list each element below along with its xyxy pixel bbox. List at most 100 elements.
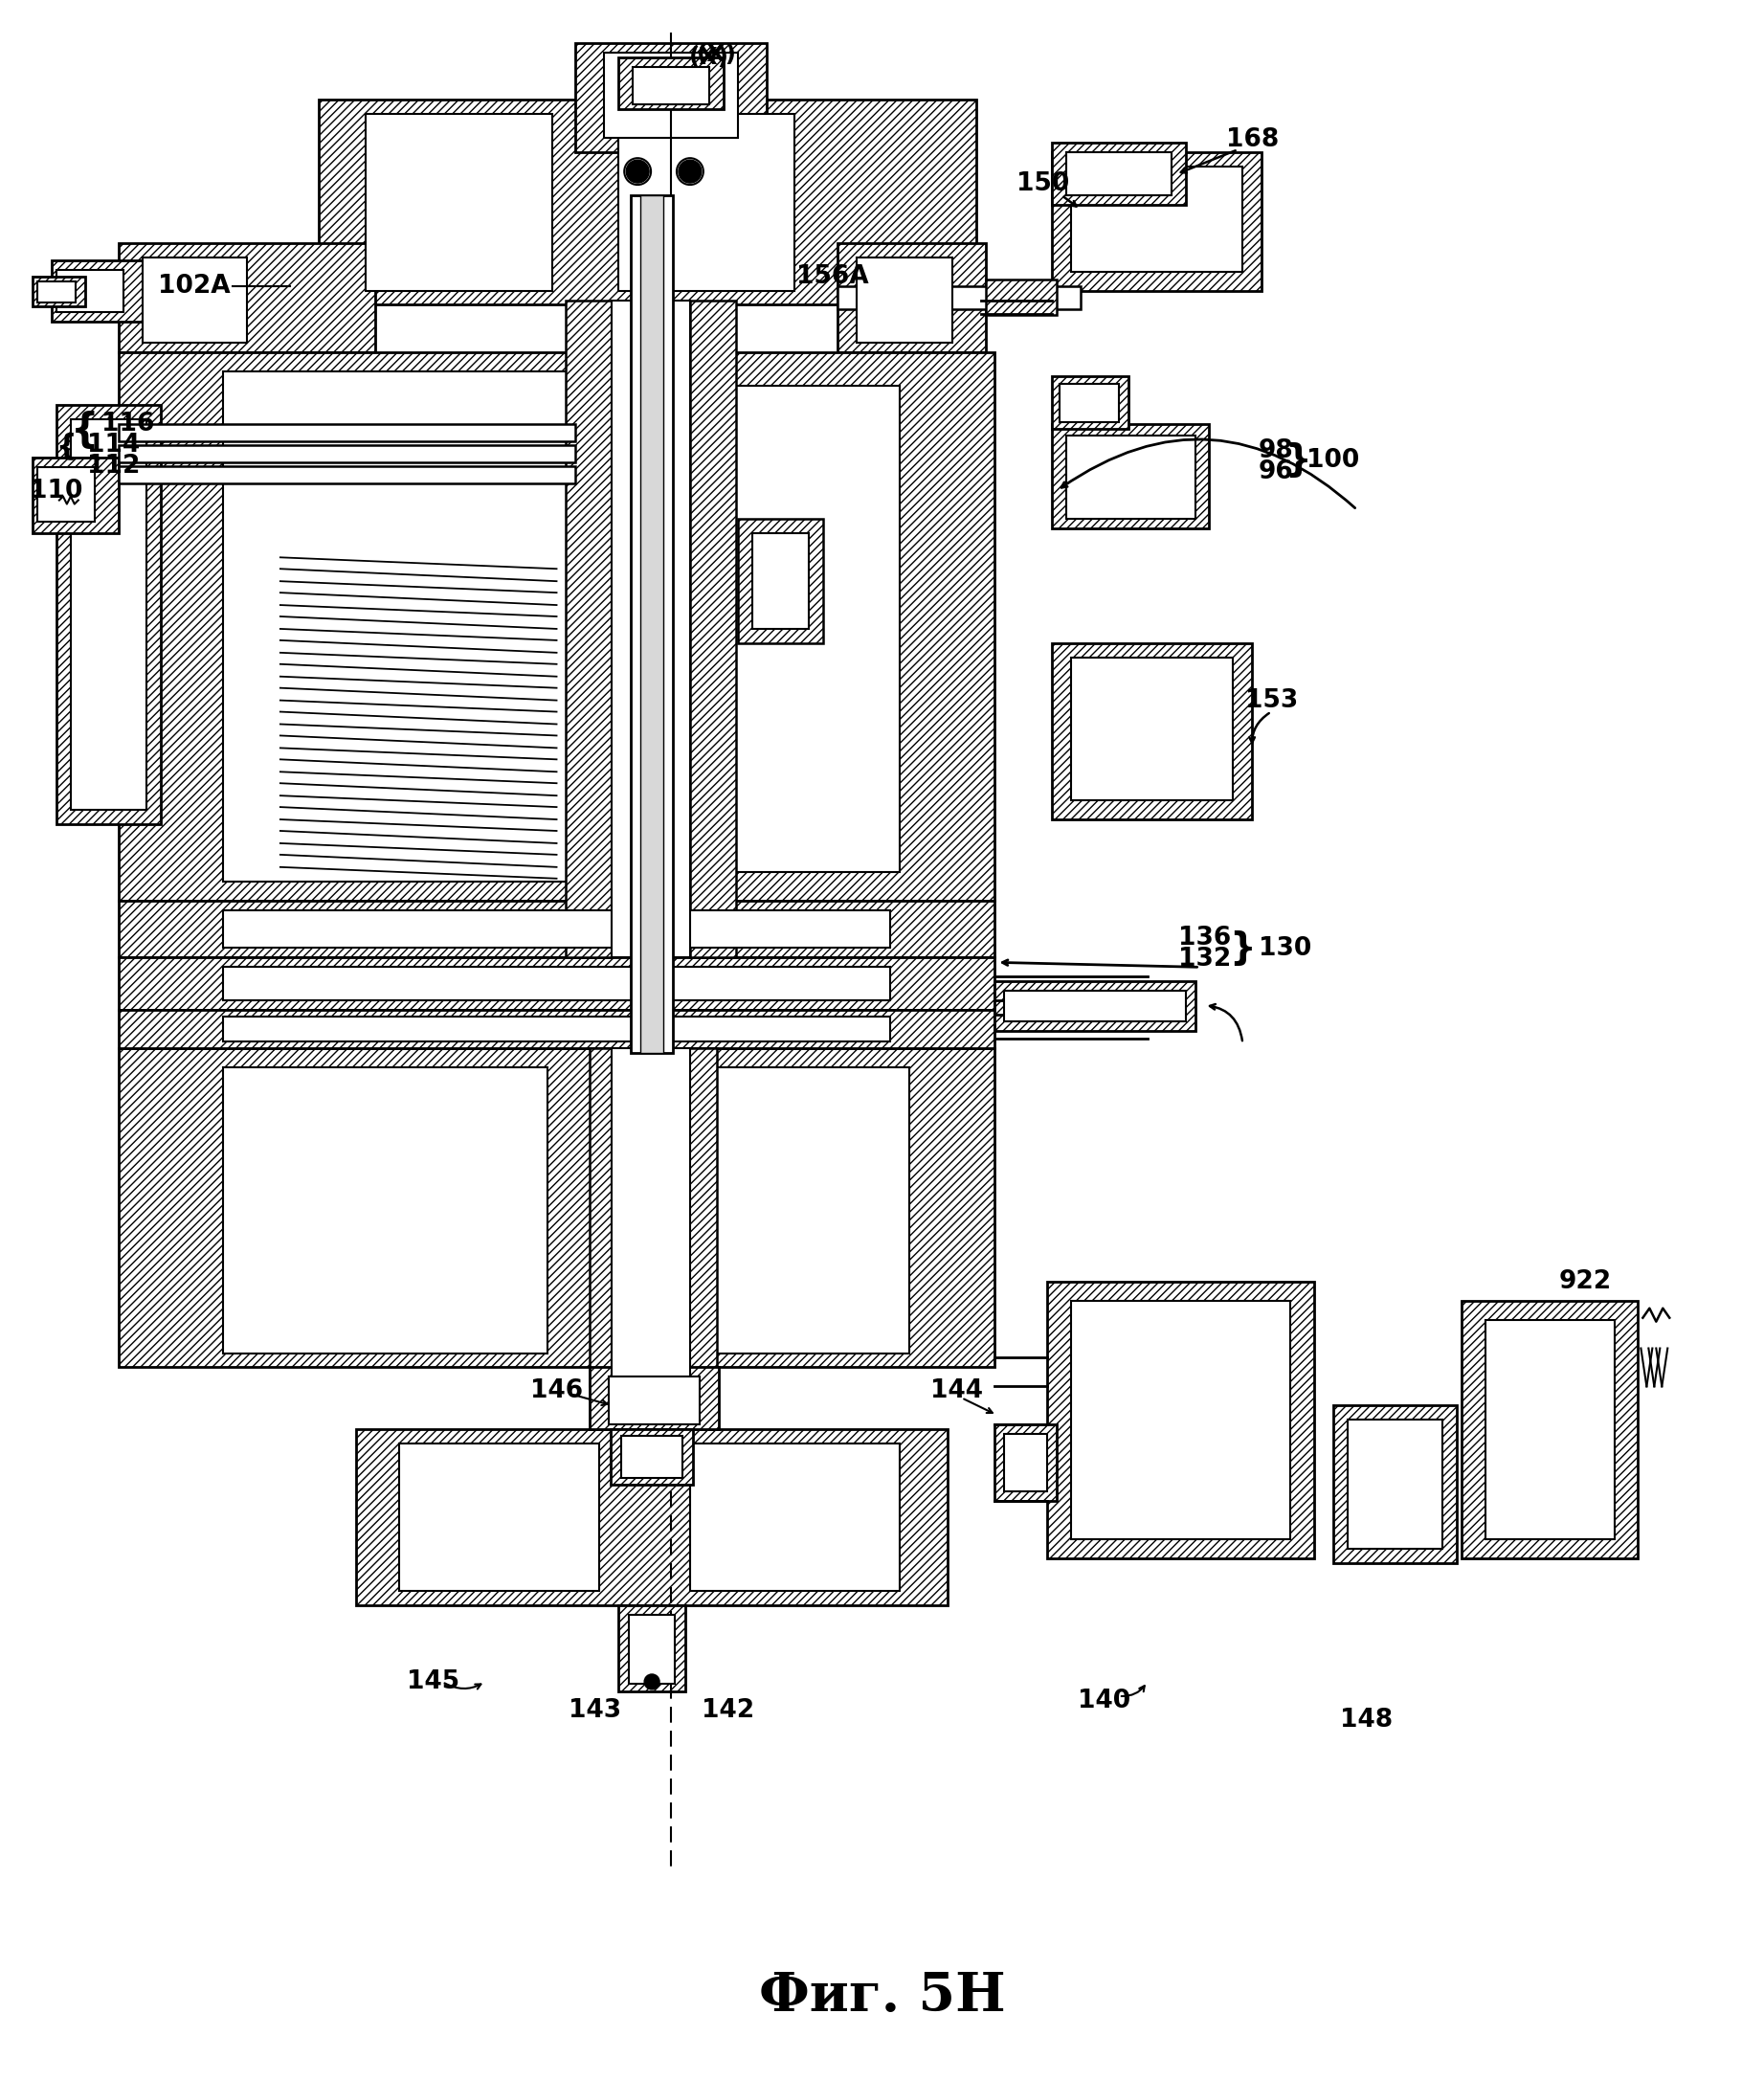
Text: 116: 116 (101, 412, 155, 437)
Bar (642, 1068, 908, 1353)
Bar (222, 1018, 891, 1040)
Text: 102A: 102A (159, 273, 231, 298)
Bar (367, 114, 552, 291)
Bar (118, 466, 575, 483)
Text: }: } (1230, 930, 1256, 968)
Bar (1051, 152, 1261, 291)
Bar (1485, 1319, 1614, 1538)
Text: 114: 114 (86, 433, 139, 458)
Bar (642, 385, 900, 872)
Bar (56, 271, 123, 312)
Text: {: { (56, 433, 76, 460)
Bar (37, 466, 95, 522)
Bar (566, 300, 612, 957)
Text: 156A: 156A (797, 264, 870, 289)
Bar (589, 1049, 635, 1386)
Text: 132: 132 (1178, 947, 1231, 972)
Bar (71, 418, 146, 810)
Bar (640, 196, 663, 1053)
Bar (1051, 377, 1129, 429)
Bar (118, 425, 575, 441)
Bar (605, 52, 737, 137)
Bar (619, 56, 723, 110)
Text: 140: 140 (1078, 1688, 1131, 1713)
Bar (1051, 144, 1185, 204)
Bar (118, 352, 995, 901)
Text: }: } (1284, 441, 1311, 479)
Bar (751, 533, 810, 628)
Bar (118, 1049, 995, 1367)
Bar (32, 277, 85, 306)
Text: 142: 142 (702, 1698, 755, 1723)
Text: 922: 922 (1559, 1269, 1612, 1294)
Bar (118, 445, 575, 462)
Bar (37, 281, 76, 302)
Bar (610, 1430, 693, 1484)
Bar (1067, 435, 1194, 520)
Bar (575, 44, 766, 152)
Bar (1004, 991, 1185, 1022)
Bar (1060, 385, 1118, 422)
Bar (1334, 1405, 1457, 1563)
Bar (1462, 1301, 1639, 1559)
Bar (356, 1430, 947, 1607)
Bar (612, 1049, 690, 1386)
Bar (612, 300, 690, 957)
Circle shape (626, 160, 649, 183)
Bar (399, 1444, 600, 1592)
Bar (630, 1615, 676, 1684)
Text: 153: 153 (1245, 689, 1298, 714)
Bar (222, 909, 891, 949)
Bar (690, 1444, 900, 1592)
Bar (56, 406, 161, 824)
Bar (222, 372, 594, 882)
Bar (1348, 1419, 1443, 1548)
Bar (995, 1425, 1057, 1500)
Bar (1051, 425, 1210, 529)
Bar (1071, 658, 1233, 801)
Bar (1071, 1301, 1289, 1538)
Bar (32, 458, 118, 533)
Text: 112: 112 (86, 454, 139, 479)
Text: (X): (X) (697, 44, 737, 67)
Bar (118, 243, 376, 352)
Text: 143: 143 (568, 1698, 621, 1723)
Text: 144: 144 (930, 1380, 983, 1403)
Bar (1067, 152, 1171, 196)
Bar (143, 258, 247, 343)
Text: 150: 150 (1016, 171, 1069, 196)
Bar (609, 1378, 700, 1425)
Bar (222, 1068, 547, 1353)
Circle shape (644, 1675, 660, 1690)
Text: 130: 130 (1259, 936, 1312, 961)
Text: 98: 98 (1258, 439, 1293, 464)
Text: {: { (71, 410, 99, 452)
Text: 146: 146 (531, 1380, 582, 1403)
Text: 136: 136 (1178, 926, 1231, 951)
Bar (619, 114, 796, 291)
Bar (986, 279, 1057, 316)
Bar (118, 901, 995, 957)
Bar (838, 243, 986, 352)
Bar (633, 67, 709, 104)
Bar (995, 982, 1194, 1030)
Bar (857, 258, 953, 343)
Bar (1004, 1434, 1048, 1492)
Text: Фиг. 5Н: Фиг. 5Н (759, 1971, 1005, 2023)
Bar (690, 300, 736, 957)
Bar (1051, 643, 1252, 820)
Circle shape (679, 160, 702, 183)
Bar (51, 260, 157, 323)
Text: (X): (X) (690, 46, 729, 69)
Text: 110: 110 (30, 479, 83, 504)
Bar (621, 1436, 683, 1478)
Bar (319, 100, 975, 304)
Text: 145: 145 (406, 1669, 459, 1694)
Bar (619, 1607, 684, 1692)
Bar (222, 968, 891, 1001)
Text: 96: 96 (1258, 460, 1293, 485)
Bar (838, 285, 1081, 310)
Bar (632, 196, 672, 1053)
Bar (670, 1049, 716, 1386)
Text: 100: 100 (1307, 447, 1360, 472)
